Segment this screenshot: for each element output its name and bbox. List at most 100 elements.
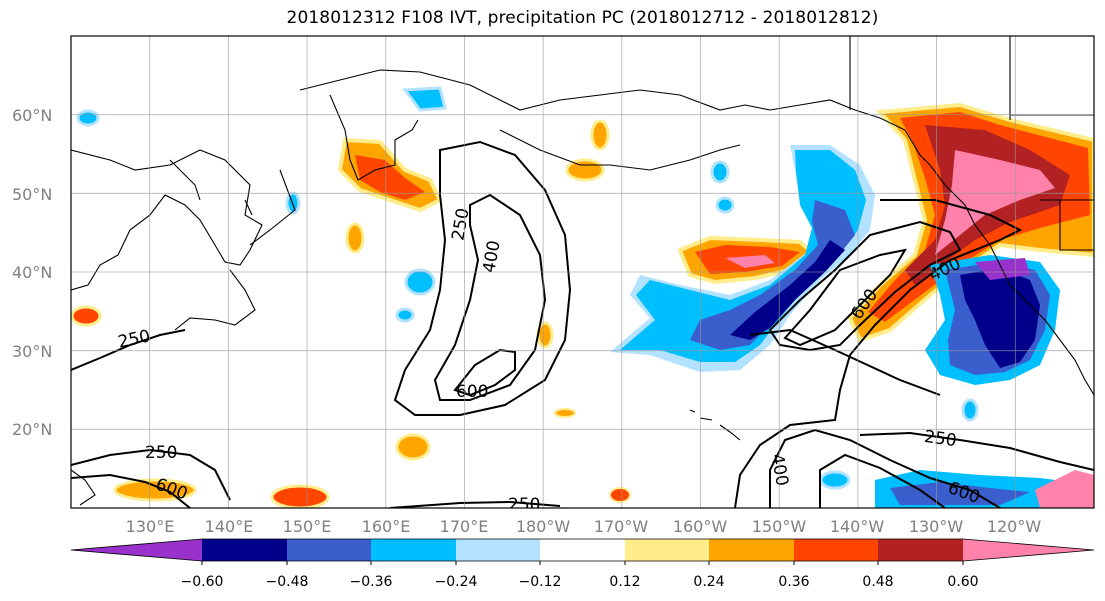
negative-anomaly-region	[730, 240, 845, 340]
colorbar-bin	[202, 539, 287, 561]
lon-label: 160°E	[362, 517, 411, 536]
ivt-contours	[71, 140, 1094, 508]
ivt-contour-250	[749, 328, 941, 396]
lon-label: 150°E	[283, 517, 332, 536]
coastlines	[71, 36, 1094, 506]
colorbar-tick-label: 0.60	[947, 574, 978, 590]
ivt-contour-400	[769, 428, 1001, 508]
lat-label: 20°N	[12, 420, 52, 439]
contour-label: 250	[508, 495, 540, 515]
negative-anomaly-region	[402, 86, 447, 112]
coastline	[174, 269, 256, 331]
lon-label: 150°W	[752, 517, 807, 536]
lon-label: 130°E	[126, 517, 175, 536]
colorbar-tick-label: −0.24	[435, 574, 478, 590]
coastline	[71, 149, 263, 291]
colorbar-extend-low	[71, 539, 202, 561]
ivt-contour-250	[393, 140, 572, 416]
colorbar-bin	[794, 539, 878, 561]
colorbar-bin	[371, 539, 456, 561]
colorbar-tick-label: −0.60	[181, 574, 224, 590]
ivt-contour-250	[71, 448, 231, 501]
ivt-contour-400	[71, 473, 191, 508]
coastline	[689, 409, 741, 441]
chart-title: 2018012312 F108 IVT, precipitation PC (2…	[286, 8, 879, 28]
positive-anomaly-region	[935, 150, 1055, 255]
ivt-contour-400	[433, 193, 547, 401]
contour-label: 250	[448, 207, 473, 242]
lat-label: 40°N	[12, 263, 52, 282]
positive-anomaly-region	[565, 158, 605, 182]
ivt-contour-250	[734, 199, 1023, 508]
positive-anomaly-region	[725, 255, 775, 268]
negative-anomaly-region	[1035, 470, 1094, 508]
lon-label: 140°E	[205, 517, 254, 536]
longitude-labels: 130°E 140°E 150°E 160°E 170°E 180°W 170°…	[126, 517, 1042, 536]
negative-anomaly-region	[76, 109, 100, 127]
contour-label: 600	[456, 382, 488, 402]
coastline	[329, 94, 419, 181]
colorbar-tick-label: 0.12	[609, 574, 640, 590]
map-frame	[70, 35, 1095, 509]
colorbar-bin	[709, 539, 794, 561]
colorbar-tick-label: −0.48	[266, 574, 309, 590]
positive-anomaly-region	[270, 484, 330, 508]
colorbar-bin	[625, 539, 709, 561]
lon-label: 130°W	[909, 517, 964, 536]
colorbar-ticks: −0.60 −0.48 −0.36 −0.24 −0.12 0.12 0.24 …	[181, 574, 979, 590]
colorbar-bin	[878, 539, 963, 561]
negative-anomaly-region	[819, 470, 851, 490]
coastline	[249, 169, 296, 246]
coastline	[299, 69, 931, 166]
negative-anomaly-region	[285, 191, 301, 215]
latitude-labels: 60°N 50°N 40°N 30°N 20°N	[12, 106, 52, 439]
lon-label: 170°W	[594, 517, 649, 536]
colorbar-bin	[456, 539, 540, 561]
ivt-contour-250	[71, 329, 186, 371]
ivt-contour-250	[389, 500, 561, 508]
positive-anomaly-region	[345, 222, 365, 254]
coastline	[929, 164, 1094, 396]
ivt-contour-600	[453, 348, 516, 397]
negative-anomaly-region	[620, 150, 866, 362]
contour-label: 250	[923, 427, 958, 451]
lat-label: 60°N	[12, 106, 52, 125]
colorbar	[70, 538, 1095, 565]
coastline	[71, 469, 96, 506]
positive-anomaly-region	[395, 433, 431, 461]
lon-label: 140°W	[830, 517, 885, 536]
negative-anomaly-region	[960, 268, 1040, 368]
colorbar-extend-high	[963, 539, 1094, 561]
colorbar-tick-label: −0.12	[519, 574, 562, 590]
contour-label: 250	[145, 443, 177, 463]
lat-label: 50°N	[12, 185, 52, 204]
positive-anomaly-region	[355, 155, 425, 200]
ivt-contour-400	[768, 220, 962, 352]
colorbar-tick-label: 0.48	[862, 574, 893, 590]
ivt-contour-600	[819, 453, 946, 508]
positive-anomaly-region	[590, 119, 610, 151]
coastline	[1040, 199, 1094, 251]
colorbar-bin	[287, 539, 371, 561]
negative-anomaly-region	[961, 398, 979, 422]
negative-anomaly-region	[690, 200, 855, 350]
positive-anomaly-region	[71, 305, 102, 327]
colorbar-tick-label: −0.36	[350, 574, 393, 590]
negative-anomaly-region	[715, 196, 735, 214]
coastline	[499, 129, 741, 171]
negative-anomaly-region	[404, 268, 436, 296]
lon-label: 160°W	[673, 517, 728, 536]
contour-label: 250	[116, 326, 152, 352]
lon-label: 180°W	[516, 517, 571, 536]
coastline	[244, 199, 253, 216]
positive-anomaly-region	[554, 408, 576, 418]
negative-anomaly-region	[710, 160, 730, 184]
negative-anomaly-region	[395, 307, 415, 323]
colorbar-tick-label: 0.36	[778, 574, 809, 590]
lon-label: 120°W	[987, 517, 1042, 536]
ivt-contour-600	[783, 248, 908, 347]
map-gridlines	[71, 36, 1094, 508]
lat-label: 30°N	[12, 342, 52, 361]
ivt-contour-250	[859, 431, 1094, 471]
